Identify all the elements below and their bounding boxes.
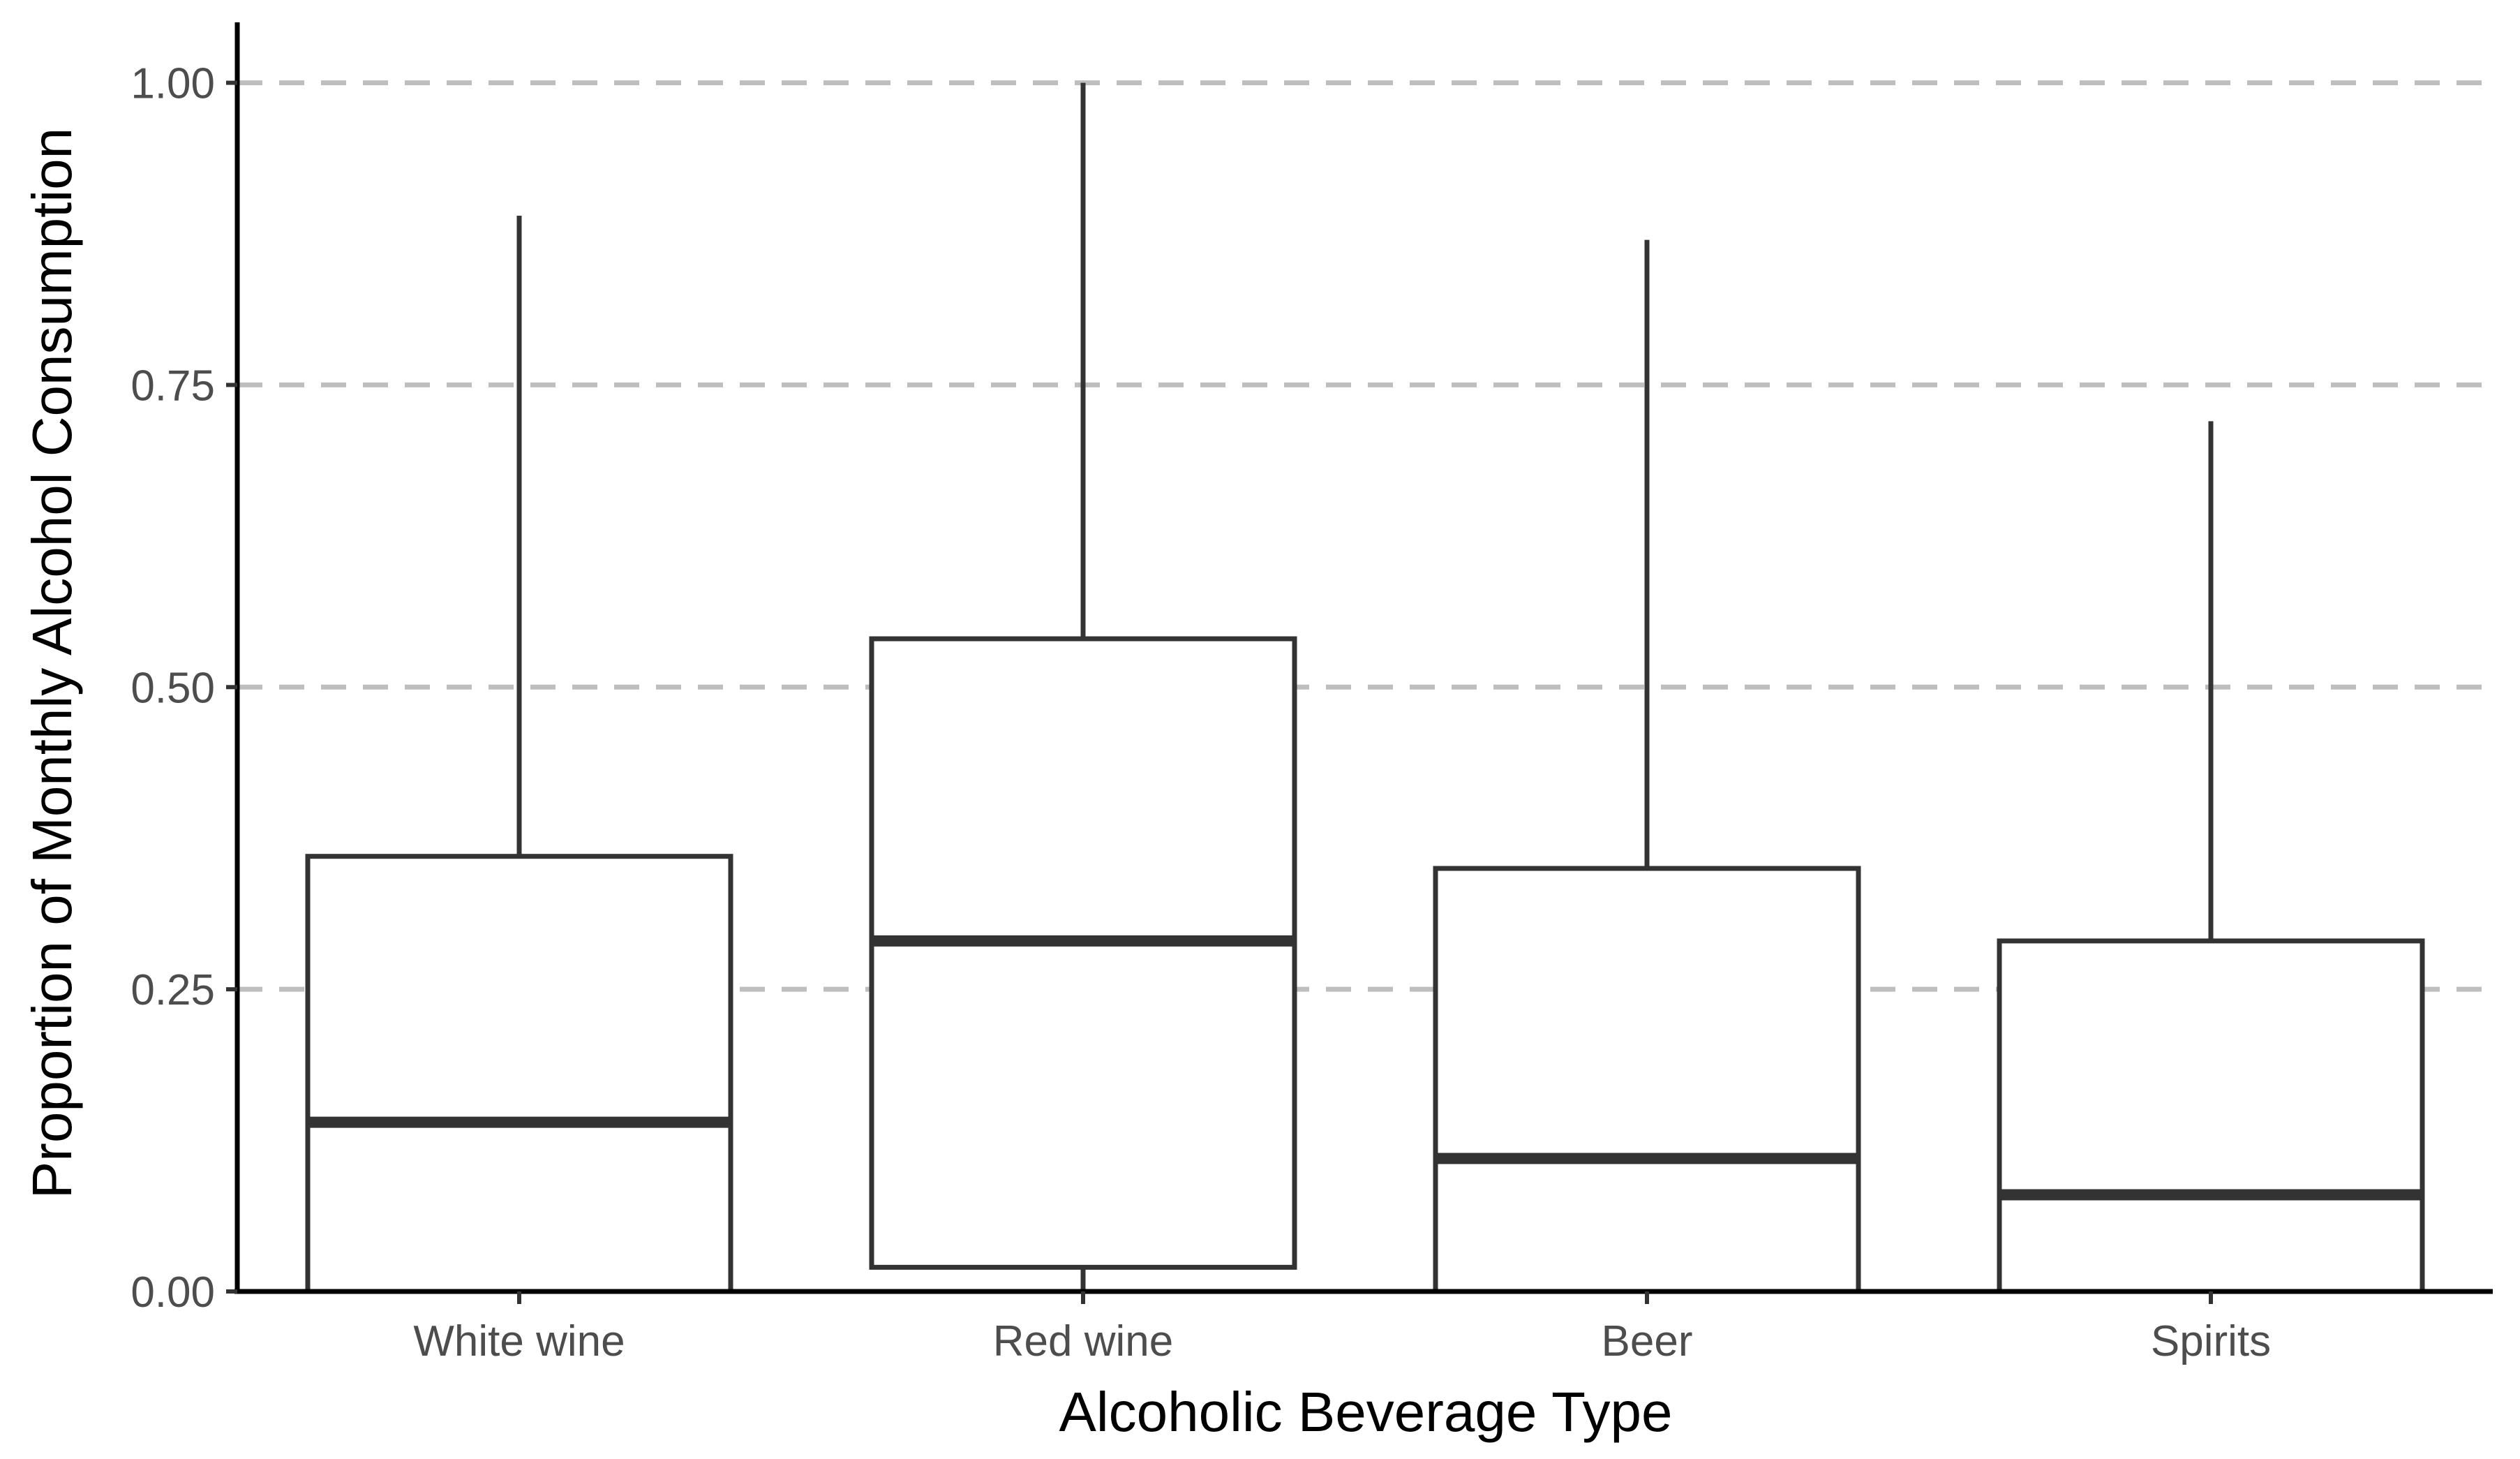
y-tick-label: 0.75: [131, 362, 215, 410]
x-tick-label: Spirits: [2151, 1317, 2271, 1365]
ticks: 0.00 0.25 0.50 0.75 1.00 White wine Red wine Be…: [131, 60, 2271, 1365]
axes: [234, 22, 2493, 1294]
y-axis-title: Proportion of Monthly Alcohol Consumptio…: [21, 128, 83, 1199]
x-tick-label: White wine: [413, 1317, 625, 1365]
box-iqr: [305, 854, 733, 1294]
box-iqr: [1997, 938, 2425, 1294]
y-tick-label: 0.25: [131, 966, 215, 1014]
x-tick-label: Red wine: [993, 1317, 1173, 1365]
y-tick-label: 1.00: [131, 60, 215, 108]
y-tick-label: 0.00: [131, 1268, 215, 1317]
box-iqr: [869, 636, 1297, 1270]
boxes: [305, 82, 2425, 1294]
y-tick-label: 0.50: [131, 664, 215, 712]
box-iqr: [1433, 866, 1861, 1294]
x-tick-label: Beer: [1602, 1317, 1693, 1365]
x-axis-title: Alcoholic Beverage Type: [1059, 1381, 1672, 1443]
